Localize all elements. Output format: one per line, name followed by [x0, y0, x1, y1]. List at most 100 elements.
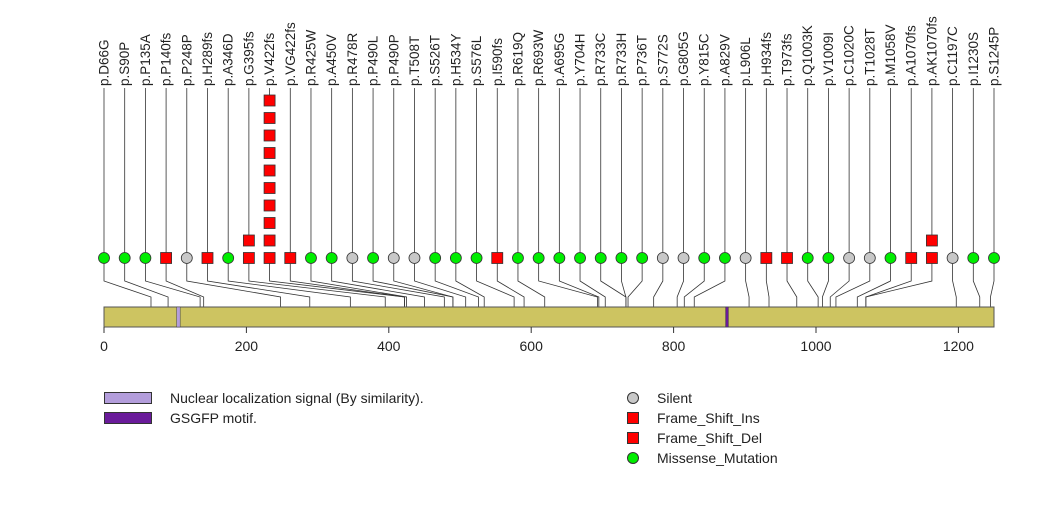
mutation-label: p.H289fs [200, 32, 215, 86]
mutation-marker-square [242, 252, 255, 264]
mutation-marker-circle [305, 252, 317, 264]
mutation-marker-square [242, 234, 255, 247]
mutation-marker-circle [656, 252, 669, 264]
mutation-marker-square [781, 252, 793, 264]
axis-tick-label: 600 [520, 338, 544, 354]
legend-label-nls: Nuclear localization signal (By similari… [170, 390, 424, 406]
mutation-labels: p.D66G p.S90P p.P135A p.P140fs p.P248P p.H289… [97, 16, 1002, 86]
mutation-marker-square [491, 252, 504, 264]
mutation-marker-square [263, 182, 276, 194]
mutation-marker-square [926, 234, 938, 247]
mutation-marker-circle [739, 252, 752, 264]
legend-label-frame-shift-ins: Frame_Shift_Ins [657, 410, 760, 426]
mutation-label: p.D66G [97, 39, 112, 86]
mutation-label: p.T973fs [780, 33, 795, 86]
legend-label-missense: Missense_Mutation [657, 450, 778, 466]
mutation-label: p.S90P [117, 42, 132, 86]
mutation-marker-circle [429, 252, 442, 264]
mutation-marker-square [263, 147, 276, 159]
mutation-label: p.A1070fs [904, 25, 919, 86]
mutation-label: p.A829V [717, 34, 732, 86]
mutation-marker-circle [449, 252, 462, 264]
mutation-marker-circle [408, 252, 421, 264]
mutation-label: p.R425W [303, 29, 318, 86]
mutation-label: p.P248P [179, 34, 194, 86]
mutation-label: p.R619Q [510, 32, 525, 86]
mutation-label: p.H934fs [759, 32, 774, 86]
mutation-label: p.Y815C [697, 33, 712, 86]
mutation-label: p.P135A [138, 34, 153, 86]
mutation-label: p.I1230S [966, 32, 981, 86]
mutation-marker-circle [843, 252, 856, 264]
mutation-label: p.P736T [635, 35, 650, 86]
mutation-label: p.S576L [469, 35, 484, 86]
frame-shift-del-square-icon [627, 432, 639, 444]
mutation-label: p.I590fs [490, 38, 505, 86]
axis-tick-label: 400 [377, 338, 401, 354]
mutation-marker-circle [719, 252, 731, 264]
mutation-marker-circle [325, 252, 338, 264]
mutation-marker-circle [367, 252, 379, 264]
mutation-marker-circle [180, 252, 193, 264]
mutation-marker-square [926, 252, 938, 264]
axis-tick-label: 0 [100, 338, 108, 354]
mutation-label: p.H534Y [448, 33, 463, 86]
mutation-label: p.C1020C [842, 25, 857, 86]
mutation-label: p.AK1070fs [924, 16, 939, 86]
mutation-marker-circle [118, 252, 131, 264]
mutation-marker-circle [884, 252, 897, 264]
mutation-marker-square [263, 112, 276, 124]
domain-block [725, 306, 729, 328]
domain-block [176, 306, 181, 328]
mutation-marker-circle [512, 252, 524, 264]
mutation-marker-circle [946, 252, 959, 264]
mutation-marker-square [263, 217, 276, 229]
mutation-label: p.S1245P [987, 27, 1002, 86]
mutation-marker-circle [863, 252, 876, 264]
mutation-label: p.P490L [366, 35, 381, 86]
mutation-marker-square [760, 252, 773, 264]
mutation-marker-square [263, 234, 276, 247]
legend-label-silent: Silent [657, 390, 693, 406]
axis-tick-label: 200 [235, 338, 259, 354]
mutation-marker-circle [222, 252, 235, 264]
legend-label-frame-shift-del: Frame_Shift_Del [657, 430, 763, 446]
mutation-label: p.L906L [738, 37, 753, 86]
mutation-marker-circle [139, 252, 152, 264]
legend-item-missense: Missense_Mutation [627, 450, 778, 466]
mutation-marker-square [263, 164, 276, 177]
legend-item-gsgfp: GSGFP motif. [104, 410, 257, 426]
mutation-label: p.S526T [428, 35, 443, 86]
mutation-marker-circle [615, 252, 628, 264]
mutation-marker-circle [967, 252, 980, 264]
mutation-marker-circle [988, 252, 1000, 264]
mutation-label: p.Q1003K [800, 25, 815, 86]
mutation-marker-circle [470, 252, 483, 264]
position-axis: 0 200 400 600 800 1000 1200 [100, 327, 974, 354]
legend-item-frame-shift-del: Frame_Shift_Del [627, 430, 762, 446]
mutation-label: p.R693W [531, 29, 546, 86]
mutation-marker-square [284, 252, 297, 264]
mutation-marker-square [160, 252, 172, 264]
mutation-label: p.V1009I [821, 32, 836, 86]
missense-circle-icon [627, 452, 639, 464]
mutation-marker-circle [801, 252, 814, 264]
mutation-label: p.T1028T [862, 28, 877, 86]
frame-shift-ins-square-icon [627, 412, 639, 424]
silent-circle-icon [627, 392, 639, 404]
mutation-label: p.VG422fs [283, 22, 298, 86]
mutation-marker-circle [822, 252, 835, 264]
protein-track [103, 306, 995, 328]
mutation-label: p.A450V [324, 34, 339, 86]
mutation-label: p.Y704H [573, 33, 588, 86]
mutation-marker-square [905, 252, 918, 264]
mutation-marker-circle [594, 252, 607, 264]
legend-item-silent: Silent [627, 390, 692, 406]
mutation-label: p.M1058V [883, 24, 898, 86]
mutation-label: p.A346D [221, 33, 236, 86]
mutation-label: p.G395fs [241, 31, 256, 86]
mutation-marker-circle [532, 252, 545, 264]
mutation-marker-square [263, 129, 276, 142]
legend-item-frame-shift-ins: Frame_Shift_Ins [627, 410, 760, 426]
mutation-label: p.V422fs [262, 32, 277, 86]
